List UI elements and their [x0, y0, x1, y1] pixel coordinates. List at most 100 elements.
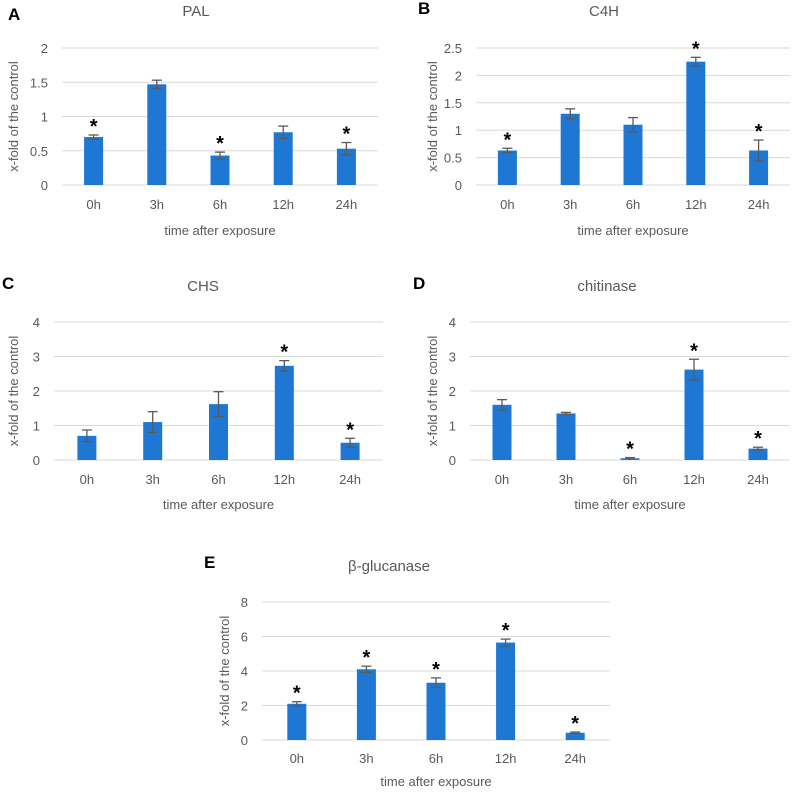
panel-d-xtick-label: 3h: [559, 472, 573, 487]
panel-a-bar: [336, 148, 356, 185]
panel-e-bar: [496, 642, 516, 740]
panel-e-significance-marker: *: [571, 713, 579, 735]
panel-d-bar: [748, 448, 768, 460]
panel-e-ytick-label: 6: [241, 630, 248, 645]
panel-e-xtick-label: 24h: [564, 751, 586, 766]
panel-c-significance-marker: *: [346, 419, 354, 441]
panel-e-bar: [565, 732, 585, 740]
panel-b-xtick-label: 24h: [748, 197, 770, 212]
panel-c-xtick-label: 24h: [339, 472, 361, 487]
panel-d-xtick-label: 0h: [495, 472, 509, 487]
panel-b-ytick-label: 0.5: [444, 151, 462, 166]
panel-e-xlabel: time after exposure: [380, 774, 491, 789]
panel-c-ylabel: x-fold of the control: [6, 336, 21, 447]
panel-d-title: chitinase: [577, 278, 636, 295]
panel-c-letter: C: [2, 274, 14, 293]
panel-d-xtick-label: 6h: [623, 472, 637, 487]
panel-d-bar: [492, 404, 512, 460]
panel-a-significance-marker: *: [90, 116, 98, 138]
panel-a-bar: [210, 155, 230, 185]
panel-a-letter: A: [8, 5, 20, 24]
panel-e-xtick-label: 0h: [290, 751, 304, 766]
panel-a-ytick-label: 1: [41, 110, 48, 125]
panel-d-ytick-label: 4: [449, 315, 456, 330]
panel-c-xtick-label: 3h: [145, 472, 159, 487]
panel-c-ytick-label: 4: [33, 315, 40, 330]
panel-d-letter: D: [413, 274, 425, 293]
panel-a-xtick-label: 24h: [336, 197, 358, 212]
panel-c-xtick-label: 0h: [80, 472, 94, 487]
panel-e-title: β-glucanase: [348, 558, 430, 575]
panel-c-bar: [209, 404, 228, 460]
panel-a-xtick-label: 3h: [150, 197, 164, 212]
panel-e-letter: E: [204, 553, 215, 572]
panel-d-bar: [556, 413, 576, 460]
panel-c-xtick-label: 12h: [273, 472, 295, 487]
panel-b-xtick-label: 12h: [685, 197, 707, 212]
panel-c-ytick-label: 0: [33, 453, 40, 468]
panel-a-xlabel: time after exposure: [164, 223, 275, 238]
panel-e-significance-marker: *: [502, 620, 510, 642]
panel-d-xlabel: time after exposure: [574, 497, 685, 512]
panel-b-bar: [560, 113, 580, 185]
panel-b-ytick-label: 1.5: [444, 96, 462, 111]
panel-d-ytick-label: 3: [449, 350, 456, 365]
panel-e-xtick-label: 3h: [359, 751, 373, 766]
panel-e-significance-marker: *: [432, 659, 440, 681]
panel-b-xlabel: time after exposure: [577, 223, 688, 238]
panel-d-xtick-label: 24h: [747, 472, 769, 487]
panel-e-ytick-label: 4: [241, 664, 248, 679]
panel-c-significance-marker: *: [280, 342, 288, 364]
panel-a-xtick-label: 6h: [213, 197, 227, 212]
panel-c-ytick-label: 2: [33, 384, 40, 399]
panel-b-letter: B: [418, 0, 430, 18]
panel-c-ytick-label: 1: [33, 419, 40, 434]
panel-e-ytick-label: 2: [241, 699, 248, 714]
panel-a-xtick-label: 12h: [272, 197, 294, 212]
panel-a-ytick-label: 1.5: [30, 75, 48, 90]
panel-c-ytick-label: 3: [33, 350, 40, 365]
panel-a-bar: [273, 132, 293, 185]
panel-d-bar: [684, 369, 704, 460]
panel-a-ytick-label: 2: [41, 41, 48, 56]
panel-a-significance-marker: *: [343, 124, 351, 146]
panel-d-ytick-label: 2: [449, 384, 456, 399]
panel-b-significance-marker: *: [755, 121, 763, 143]
panel-e-ytick-label: 8: [241, 595, 248, 610]
panel-d-xtick-label: 12h: [683, 472, 705, 487]
panel-e-ylabel: x-fold of the control: [217, 616, 232, 727]
panel-d-significance-marker: *: [626, 439, 634, 461]
panel-b-xtick-label: 0h: [500, 197, 514, 212]
panel-b-bar: [623, 124, 643, 185]
panel-a-bar: [147, 84, 167, 185]
panel-e-bar: [287, 703, 307, 740]
panel-e-bar: [356, 669, 376, 740]
panel-b-ytick-label: 0: [455, 178, 462, 193]
panel-a-ytick-label: 0: [41, 178, 48, 193]
panel-b-ytick-label: 1: [455, 123, 462, 138]
panel-b-xtick-label: 3h: [563, 197, 577, 212]
panel-c-title: CHS: [187, 278, 219, 295]
panel-b-ylabel: x-fold of the control: [425, 61, 440, 172]
panel-d-ytick-label: 0: [449, 453, 456, 468]
panel-b-title: C4H: [589, 3, 619, 20]
panel-d-significance-marker: *: [690, 340, 698, 362]
panel-d-ytick-label: 1: [449, 419, 456, 434]
panel-e-ytick-label: 0: [241, 733, 248, 748]
panel-a-significance-marker: *: [216, 133, 224, 155]
panel-a-ylabel: x-fold of the control: [6, 61, 21, 172]
panel-b-significance-marker: *: [504, 129, 512, 151]
panel-b-bar: [497, 150, 517, 185]
panel-d-ylabel: x-fold of the control: [425, 336, 440, 447]
panel-b-xtick-label: 6h: [626, 197, 640, 212]
panel-c-bar: [143, 422, 163, 460]
panel-e-xtick-label: 6h: [429, 751, 443, 766]
panel-b-significance-marker: *: [692, 38, 700, 60]
panel-a-title: PAL: [182, 3, 209, 20]
panel-e-bar: [426, 682, 446, 740]
panel-c-xtick-label: 6h: [211, 472, 225, 487]
panel-e-xtick-label: 12h: [495, 751, 517, 766]
panel-a-xtick-label: 0h: [86, 197, 100, 212]
panel-d-significance-marker: *: [754, 428, 762, 450]
